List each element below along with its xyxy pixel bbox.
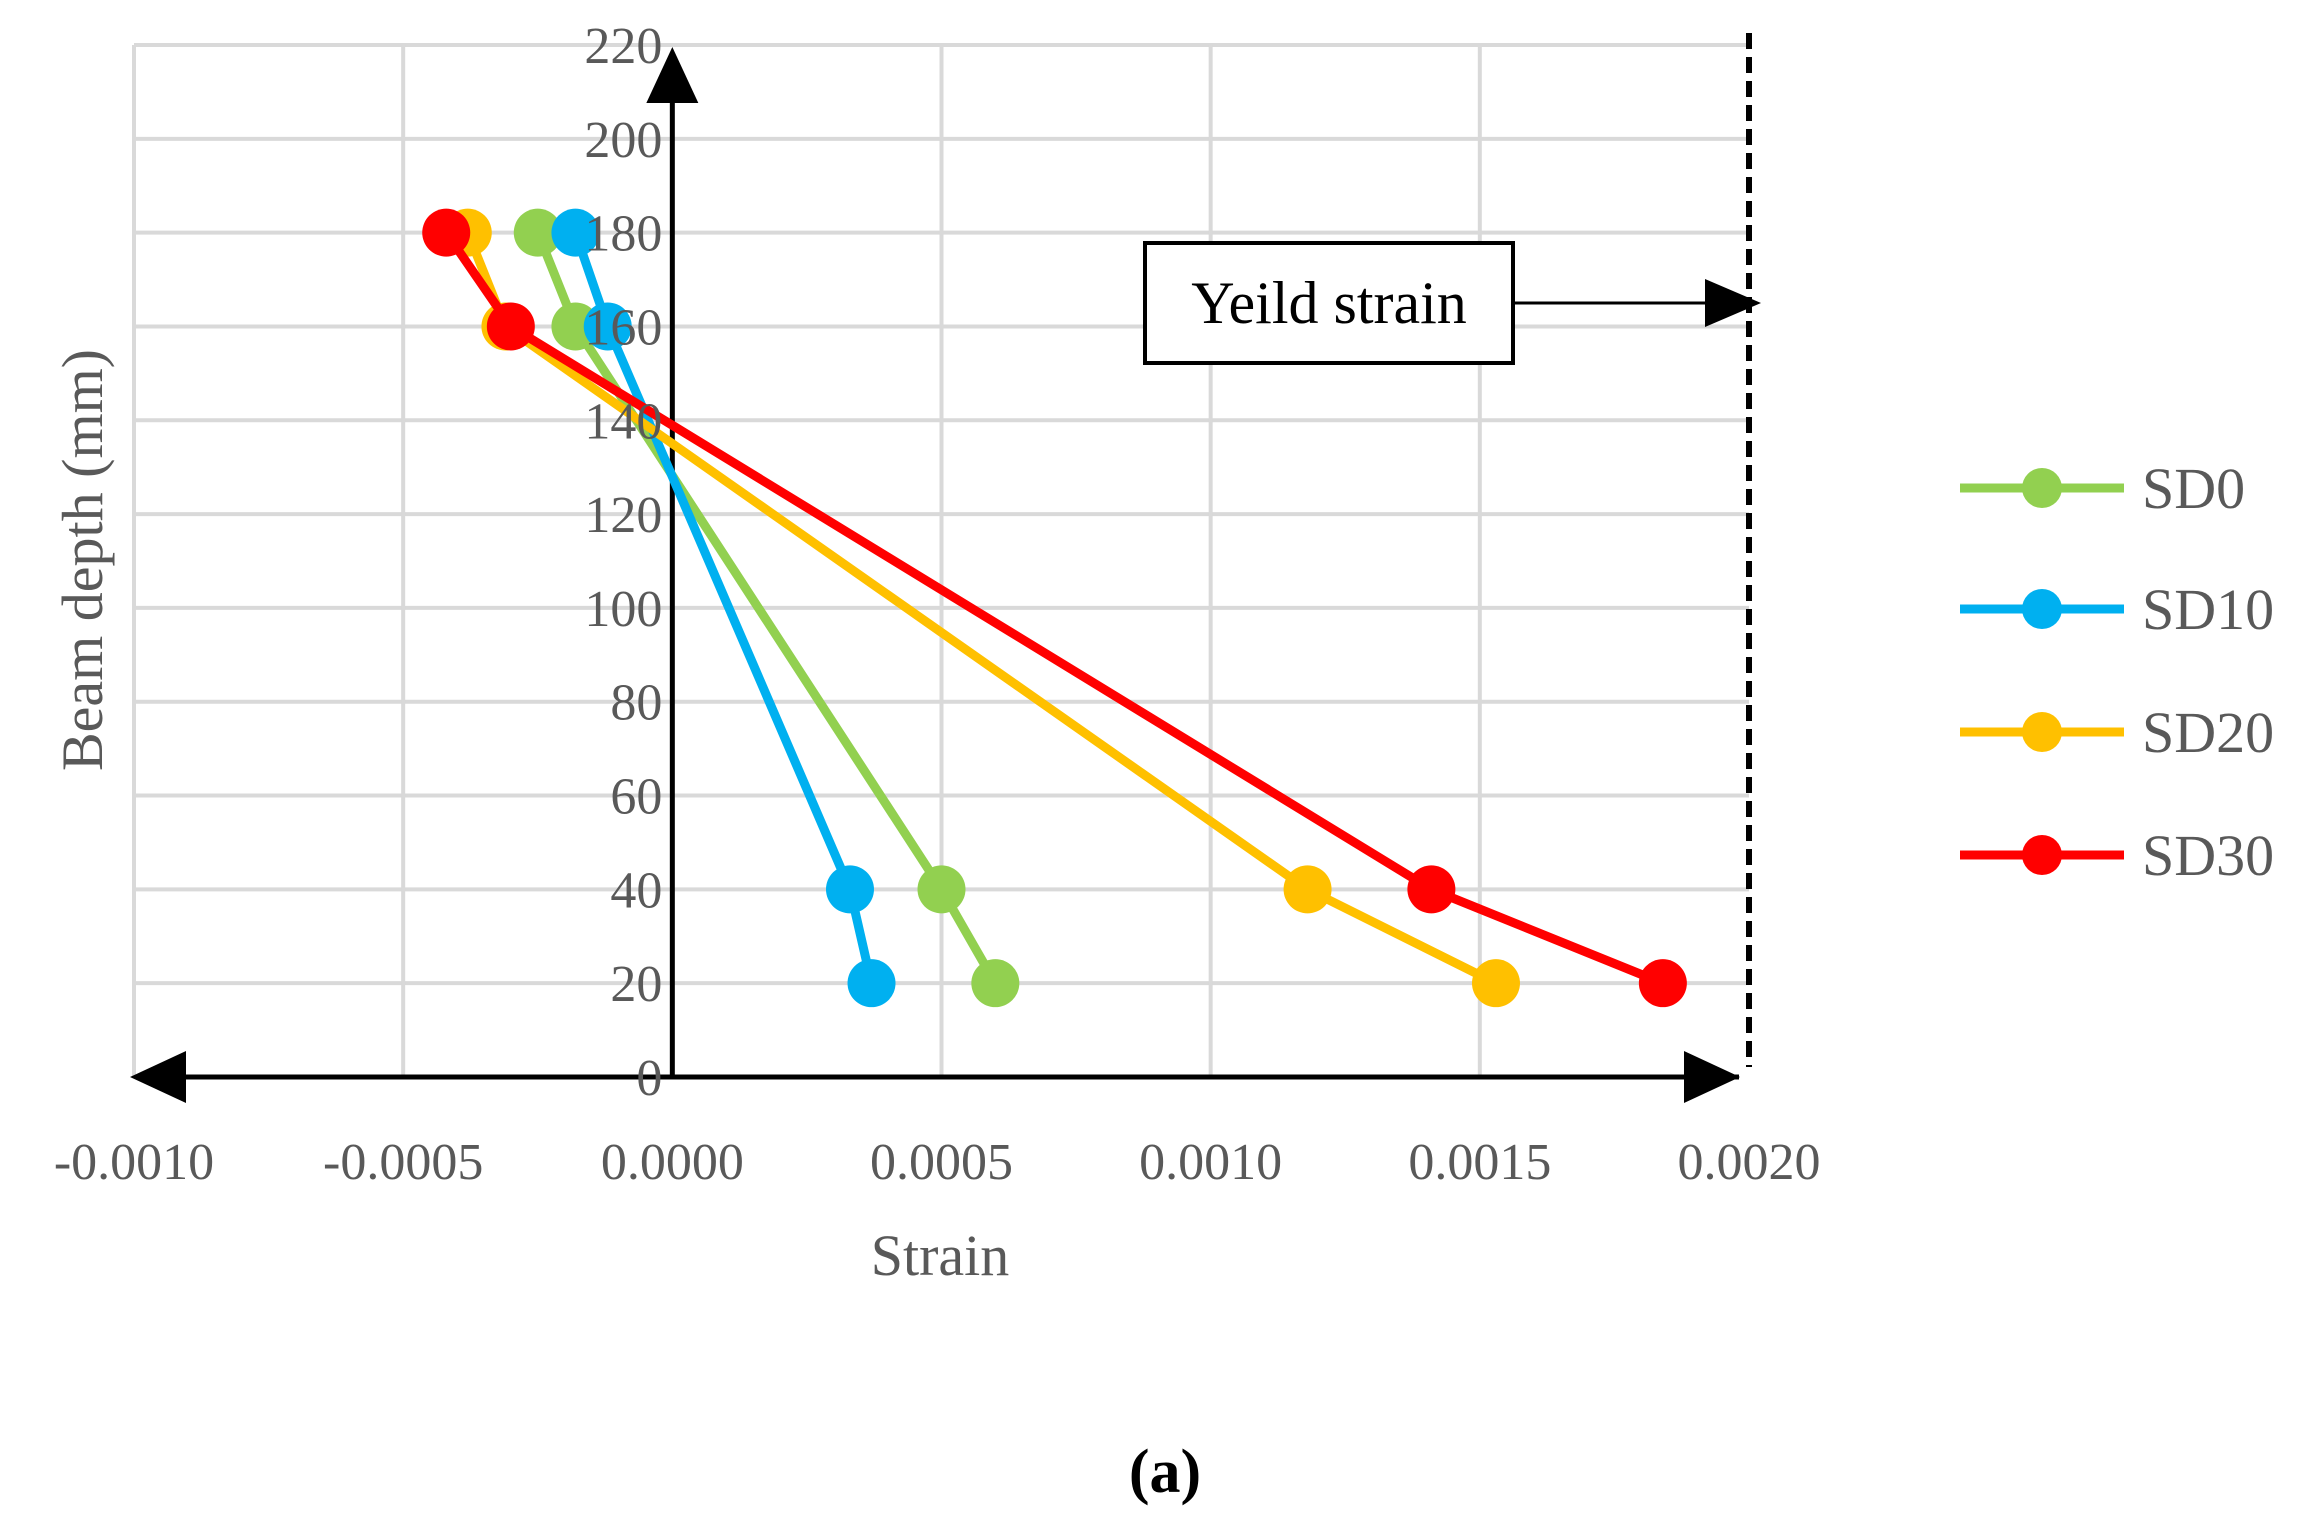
data-point — [486, 302, 535, 351]
legend: SD0 SD10 SD20 SD30 — [1960, 456, 2274, 888]
x-tick-label: 0.0015 — [1408, 1134, 1551, 1191]
series-line — [533, 230, 1000, 986]
data-point — [971, 959, 1020, 1008]
x-tick-label: 0.0010 — [1139, 1134, 1282, 1191]
legend-entry-sd30: SD30 — [1960, 823, 2274, 888]
x-axis-right-arrow — [1684, 1051, 1740, 1103]
series-line — [442, 230, 1665, 988]
data-point — [551, 208, 600, 257]
data-point — [917, 865, 966, 914]
x-tick-label: -0.0010 — [54, 1134, 214, 1191]
yield-strain-pointer-arrow — [1705, 279, 1761, 327]
legend-label: SD20 — [2142, 700, 2274, 765]
y-tick-label: 180 — [584, 206, 662, 263]
legend-entry-sd20: SD20 — [1960, 700, 2274, 765]
x-tick-label: 0.0020 — [1678, 1134, 1821, 1191]
y-axis-up-arrow — [646, 47, 699, 103]
series-sd10 — [551, 208, 896, 1008]
y-tick-label: 80 — [610, 675, 662, 732]
series-sd30 — [422, 208, 1687, 1008]
axes — [130, 47, 1740, 1103]
y-tick-label: 100 — [584, 581, 662, 638]
figure-caption: (a) — [1129, 1438, 1201, 1506]
y-axis-title: Beam depth (mm) — [50, 349, 115, 771]
data-point — [583, 302, 632, 351]
x-tick-label: -0.0005 — [323, 1134, 483, 1191]
data-point — [1638, 959, 1687, 1008]
yield-strain-reference: Yeild strain — [1143, 33, 1761, 1067]
y-tick-label: 140 — [584, 393, 662, 450]
tick-labels: 0 20 40 60 80 100 120 140 160 180 200 220 -0.0010 -0.… — [54, 18, 1821, 1191]
x-axis-title: Strain — [871, 1223, 1010, 1288]
data-point — [422, 208, 471, 257]
y-tick-label: 40 — [610, 862, 662, 919]
legend-entry-sd0: SD0 — [1960, 456, 2245, 521]
series-line — [571, 231, 876, 985]
y-tick-label: 0 — [636, 1050, 662, 1107]
series-sd0 — [513, 208, 1020, 1008]
y-tick-label: 20 — [610, 956, 662, 1013]
y-tick-label: 220 — [584, 18, 662, 75]
data-point — [1407, 865, 1456, 914]
legend-swatch-marker — [2022, 589, 2062, 629]
legend-swatch-marker — [2022, 468, 2062, 508]
legend-label: SD10 — [2142, 577, 2274, 642]
data-point — [513, 208, 562, 257]
x-axis-left-arrow — [130, 1051, 186, 1103]
data-point — [825, 865, 874, 914]
y-tick-label: 120 — [584, 487, 662, 544]
legend-swatch-marker — [2022, 712, 2062, 752]
legend-entry-sd10: SD10 — [1960, 577, 2274, 642]
yield-strain-label: Yeild strain — [1191, 270, 1467, 336]
series-line — [463, 230, 1499, 988]
data-point — [1471, 959, 1520, 1008]
y-tick-label: 200 — [584, 112, 662, 169]
x-tick-label: 0.0005 — [870, 1134, 1013, 1191]
legend-swatch-marker — [2022, 835, 2062, 875]
legend-label: SD30 — [2142, 823, 2274, 888]
y-tick-label: 160 — [584, 299, 662, 356]
x-tick-label: 0.0000 — [601, 1134, 744, 1191]
legend-label: SD0 — [2142, 456, 2245, 521]
data-series — [422, 208, 1687, 1008]
y-tick-label: 60 — [610, 769, 662, 826]
data-point — [1283, 865, 1332, 914]
data-point — [847, 959, 896, 1008]
